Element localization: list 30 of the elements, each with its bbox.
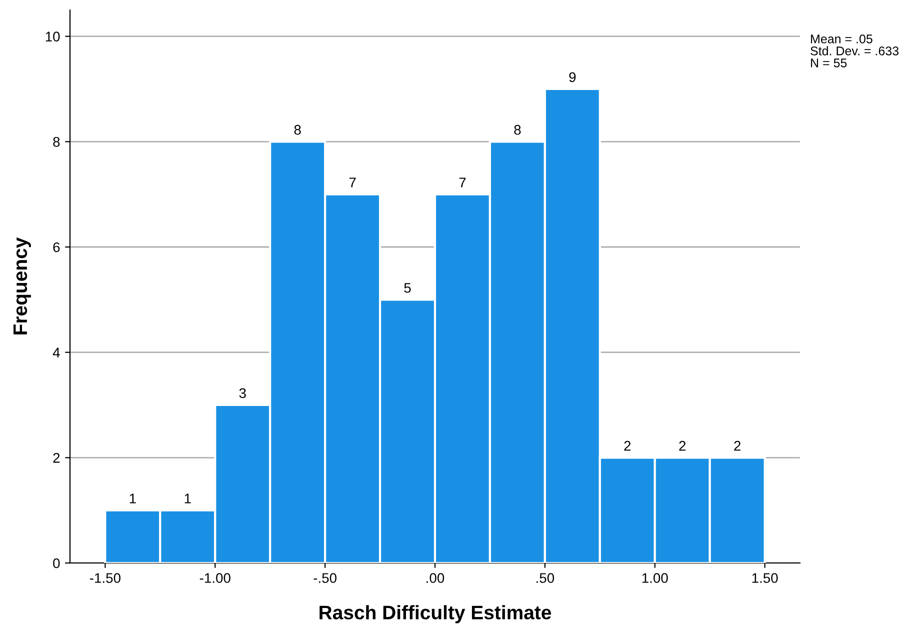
data-label: 2 — [679, 440, 686, 451]
x-tick-label: .00 — [426, 573, 444, 583]
text: Std. Dev. = .633 — [810, 46, 899, 56]
x-tick-label: -1.00 — [200, 573, 230, 583]
x-tick-label: -.50 — [314, 573, 336, 583]
y-tick-label: 2 — [53, 453, 60, 463]
y-tick-label: 10 — [46, 32, 60, 42]
y-axis-title: Frequency — [14, 237, 31, 334]
data-label: 8 — [514, 124, 521, 135]
x-tick-label: .50 — [536, 573, 554, 583]
data-label: 9 — [569, 72, 576, 82]
data-label: 1 — [184, 494, 191, 504]
data-label: 1 — [130, 494, 136, 504]
y-tick-label: 8 — [53, 137, 60, 147]
data-label: 3 — [239, 388, 246, 398]
x-axis-title: Rasch Difficulty Estimate — [320, 605, 552, 624]
y-tick-label: 0 — [53, 558, 60, 568]
x-tick-label: 1.00 — [642, 573, 668, 583]
y-tick-label: 6 — [53, 242, 60, 252]
text: N = 55 — [811, 58, 847, 68]
text: Mean = .05 — [811, 34, 872, 44]
data-label: 7 — [349, 178, 356, 188]
x-tick-label: -1.50 — [90, 573, 120, 583]
data-label: 2 — [734, 440, 740, 451]
data-label: 5 — [404, 283, 411, 293]
data-label: 8 — [294, 124, 301, 135]
x-tick-label: 1.50 — [752, 573, 778, 583]
y-tick-label: 4 — [52, 348, 60, 358]
data-label: 2 — [624, 440, 631, 451]
data-label: 7 — [459, 178, 466, 188]
